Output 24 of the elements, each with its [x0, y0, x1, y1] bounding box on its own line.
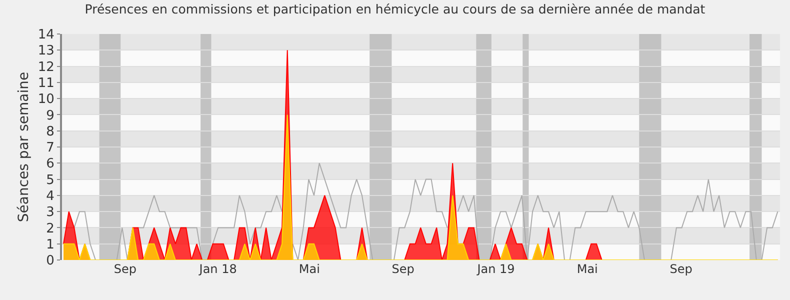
x-tick-label: Jan 18: [198, 262, 237, 276]
chart-title: Présences en commissions et participation en hémicycle au cours de sa dernière année de mandat: [84, 1, 706, 16]
y-tick-label: 10: [38, 92, 54, 108]
y-tick-label: 8: [46, 124, 54, 140]
y-tick-label: 2: [46, 221, 54, 236]
y-tick-label: 7: [46, 140, 54, 156]
y-axis-title: Séances par semaine: [16, 72, 32, 222]
y-tick-label: 14: [38, 28, 54, 43]
x-tick-label: Sep: [392, 262, 414, 276]
x-tick-label: Sep: [114, 262, 137, 276]
y-tick-label: 6: [46, 156, 54, 172]
x-tick-label: Sep: [670, 262, 692, 276]
y-tick-label: 13: [38, 44, 54, 59]
y-tick-label: 4: [46, 188, 54, 204]
y-tick-label: 12: [38, 60, 54, 75]
x-tick-label: Jan 19: [476, 262, 515, 276]
y-tick-label: 0: [46, 254, 54, 269]
x-tick-label: Mai: [298, 262, 320, 276]
y-tick-label: 11: [38, 76, 54, 91]
y-tick-label: 1: [46, 237, 54, 252]
y-tick-label: 9: [46, 108, 54, 124]
x-tick-label: Mai: [576, 262, 598, 276]
y-tick-label: 3: [46, 205, 54, 220]
y-tick-label: 5: [46, 172, 54, 188]
